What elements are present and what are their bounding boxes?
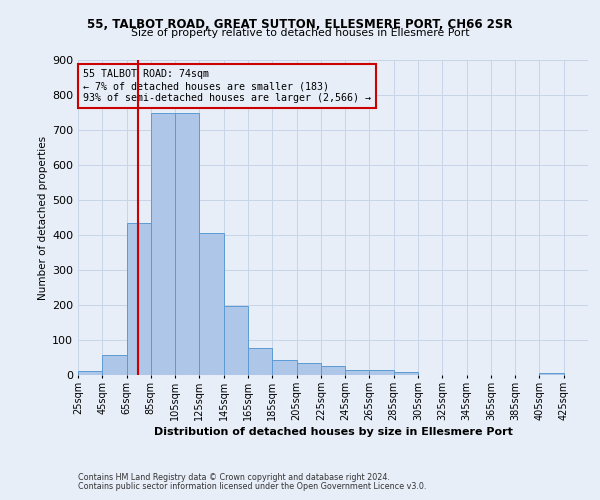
Bar <box>370 370 394 375</box>
Bar <box>394 372 418 375</box>
Text: 55, TALBOT ROAD, GREAT SUTTON, ELLESMERE PORT, CH66 2SR: 55, TALBOT ROAD, GREAT SUTTON, ELLESMERE… <box>87 18 513 30</box>
X-axis label: Distribution of detached houses by size in Ellesmere Port: Distribution of detached houses by size … <box>154 427 512 437</box>
Bar <box>199 232 224 375</box>
Bar <box>345 370 370 375</box>
Text: 55 TALBOT ROAD: 74sqm
← 7% of detached houses are smaller (183)
93% of semi-deta: 55 TALBOT ROAD: 74sqm ← 7% of detached h… <box>83 70 371 102</box>
Y-axis label: Number of detached properties: Number of detached properties <box>38 136 48 300</box>
Bar <box>151 112 175 375</box>
Bar <box>321 366 345 375</box>
Bar <box>296 363 321 375</box>
Bar <box>78 371 102 375</box>
Text: Contains public sector information licensed under the Open Government Licence v3: Contains public sector information licen… <box>78 482 427 491</box>
Bar <box>248 348 272 375</box>
Text: Size of property relative to detached houses in Ellesmere Port: Size of property relative to detached ho… <box>131 28 469 38</box>
Bar <box>102 354 127 375</box>
Bar <box>539 372 564 375</box>
Bar <box>272 360 296 375</box>
Bar <box>175 112 199 375</box>
Text: Contains HM Land Registry data © Crown copyright and database right 2024.: Contains HM Land Registry data © Crown c… <box>78 474 390 482</box>
Bar <box>224 306 248 375</box>
Bar <box>127 223 151 375</box>
